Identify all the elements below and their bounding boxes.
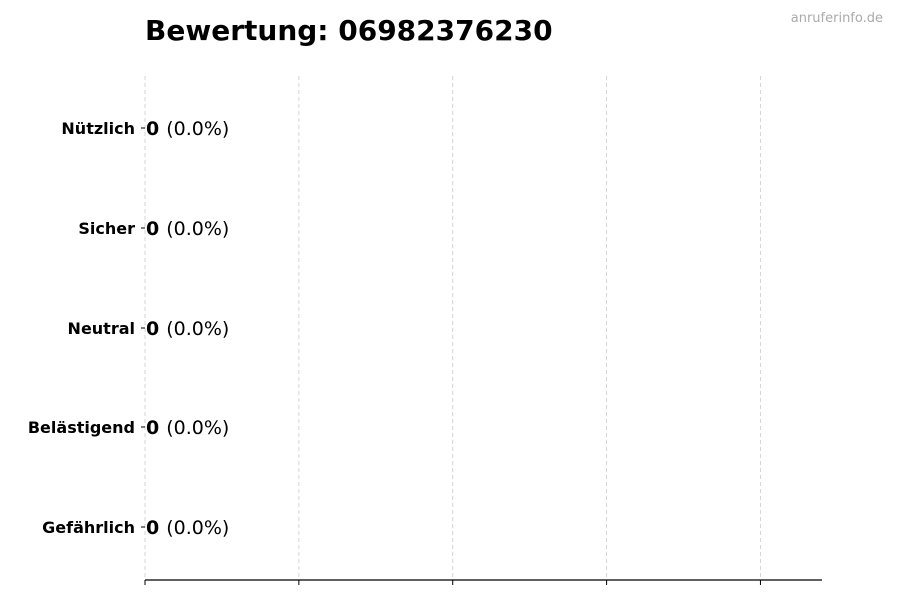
- y-tick-label: Nützlich: [61, 119, 135, 138]
- chart-title: Bewertung: 06982376230: [145, 14, 553, 47]
- data-label-count: 0: [146, 517, 159, 539]
- data-label: 0 (0.0%): [146, 517, 229, 539]
- data-label-count: 0: [146, 417, 159, 439]
- data-label: 0 (0.0%): [146, 318, 229, 340]
- y-tick-label: Sicher: [78, 219, 135, 238]
- data-label-percent: (0.0%): [166, 517, 229, 539]
- y-tick-label: Neutral: [68, 319, 135, 338]
- data-label-percent: (0.0%): [166, 318, 229, 340]
- watermark: anruferinfo.de: [791, 11, 883, 26]
- data-label-percent: (0.0%): [166, 118, 229, 140]
- data-label-percent: (0.0%): [166, 417, 229, 439]
- data-label-percent: (0.0%): [166, 218, 229, 240]
- y-tick-label: Belästigend: [28, 418, 135, 437]
- data-label: 0 (0.0%): [146, 118, 229, 140]
- data-label-count: 0: [146, 118, 159, 140]
- y-tick-label: Gefährlich: [42, 518, 135, 537]
- data-label: 0 (0.0%): [146, 417, 229, 439]
- data-label-count: 0: [146, 318, 159, 340]
- data-label: 0 (0.0%): [146, 218, 229, 240]
- data-label-count: 0: [146, 218, 159, 240]
